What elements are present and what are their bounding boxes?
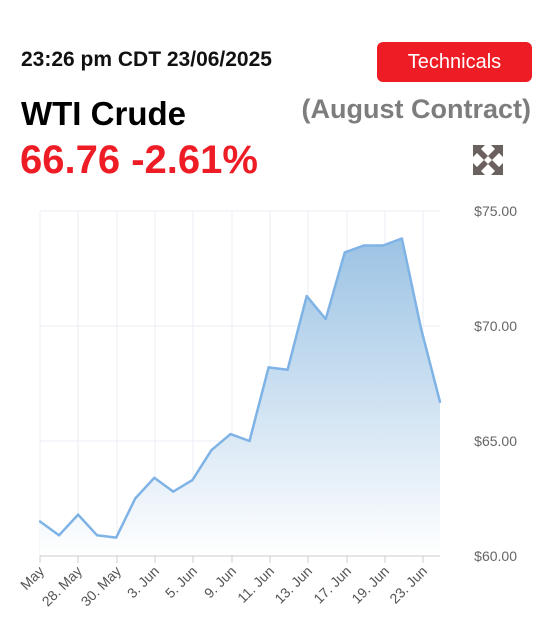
- data-point: [362, 244, 366, 247]
- commodity-title: WTI Crude: [21, 95, 186, 132]
- x-tick-label: 19. Jun: [348, 563, 392, 607]
- x-tick-label: 17. Jun: [310, 563, 354, 607]
- price-value: 66.76: [20, 138, 121, 182]
- data-point: [191, 478, 194, 482]
- data-point: [229, 432, 232, 436]
- data-point: [400, 237, 404, 240]
- data-point: [438, 400, 442, 404]
- contract-label: (August Contract): [301, 94, 531, 124]
- price-change: -2.61%: [131, 138, 258, 182]
- x-tick-label: 23. Jun: [386, 563, 430, 607]
- data-point: [343, 251, 346, 254]
- price-line-series: [39, 237, 442, 539]
- data-point: [95, 534, 99, 537]
- timestamp: 23:26 pm CDT 23/06/2025: [21, 48, 272, 71]
- expand-arrows-icon[interactable]: [471, 143, 505, 177]
- x-tick-label: 30. May: [78, 563, 125, 610]
- y-tick-label: $65.00: [474, 433, 517, 449]
- data-point: [172, 490, 175, 493]
- price-readout: 66.76 -2.61%: [20, 138, 258, 183]
- data-point: [153, 476, 156, 479]
- data-point: [76, 513, 80, 516]
- price-area: [40, 238, 440, 556]
- y-tick-label: $60.00: [474, 548, 517, 564]
- data-point: [248, 439, 251, 443]
- data-point: [114, 536, 118, 539]
- y-tick-label: $70.00: [474, 318, 517, 334]
- x-tick-label: 13. Jun: [271, 563, 315, 607]
- x-tick-label: 28. May: [39, 563, 86, 610]
- x-tick-label: 9. Jun: [201, 563, 239, 601]
- x-tick-label: 3. Jun: [124, 563, 162, 601]
- x-tick-label: May: [17, 563, 47, 593]
- data-point: [381, 244, 385, 247]
- technicals-button[interactable]: Technicals: [377, 42, 532, 82]
- data-point: [286, 368, 289, 371]
- data-point: [134, 497, 137, 500]
- data-point: [324, 317, 327, 321]
- data-point: [419, 327, 423, 330]
- y-tick-label: $75.00: [474, 203, 517, 219]
- data-point: [267, 366, 270, 369]
- data-point: [57, 534, 61, 537]
- data-point: [210, 449, 213, 452]
- x-tick-label: 5. Jun: [162, 563, 200, 601]
- x-tick-label: 11. Jun: [234, 563, 277, 606]
- data-point: [38, 520, 42, 523]
- data-point: [305, 294, 308, 298]
